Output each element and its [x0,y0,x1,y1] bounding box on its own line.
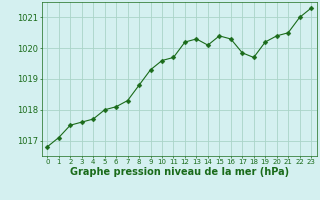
X-axis label: Graphe pression niveau de la mer (hPa): Graphe pression niveau de la mer (hPa) [70,167,289,177]
